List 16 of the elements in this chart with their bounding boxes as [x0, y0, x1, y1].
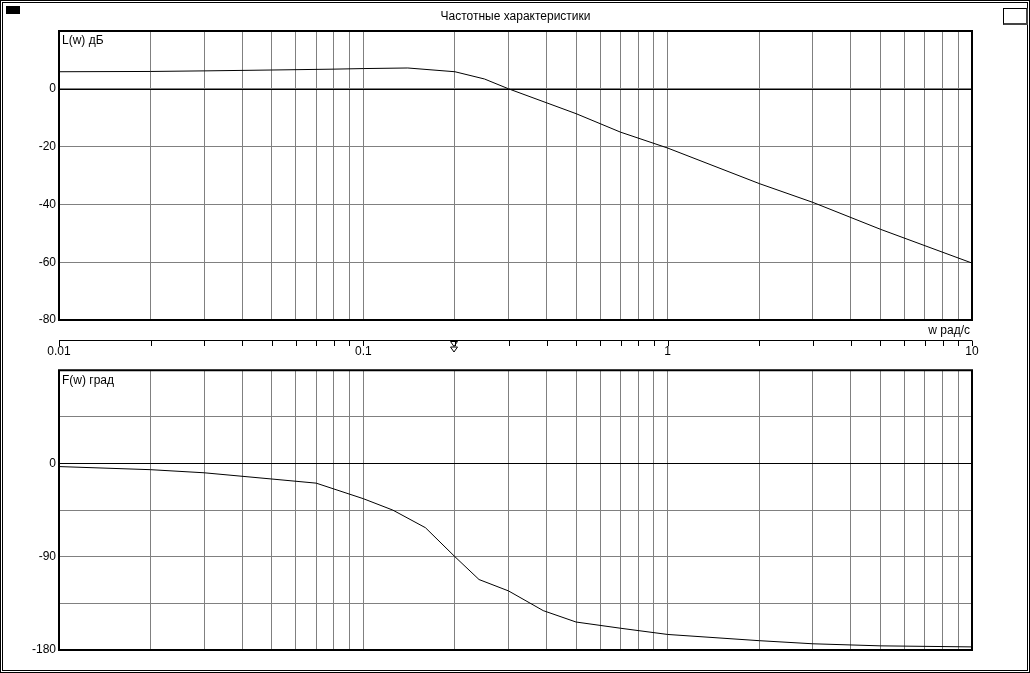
x-axis-title: w рад/с [927, 323, 970, 338]
x-tick-label: 0.01 [47, 343, 71, 358]
y-tick-label: -20 [38, 138, 57, 153]
y-tick-label: -80 [38, 312, 57, 327]
y-axis-title: F(w) град [62, 372, 115, 387]
y-tick-label: -180 [31, 642, 57, 657]
y-axis-title: L(w) дБ [62, 33, 104, 48]
x-tick-label: 1 [664, 343, 672, 358]
y-tick-label: -40 [38, 196, 57, 211]
x-tick-label: 0.1 [354, 343, 372, 358]
y-tick-label: 0 [49, 455, 57, 470]
y-tick-label: -60 [38, 254, 57, 269]
chart-title: Частотные характеристики [440, 9, 591, 24]
x-tick-label: 10 [965, 343, 979, 358]
y-tick-label: -90 [38, 549, 57, 564]
y-tick-label: 0 [49, 81, 57, 96]
